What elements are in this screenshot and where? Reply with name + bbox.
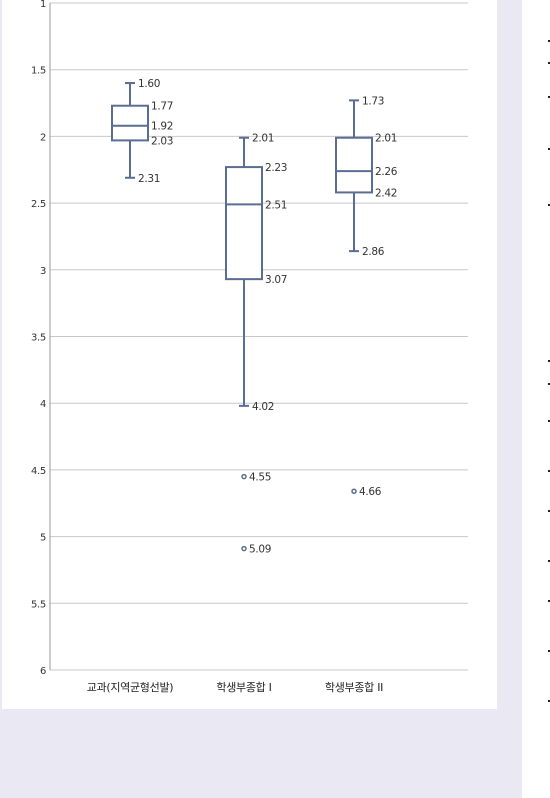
edge-mark — [548, 650, 550, 652]
y-tick-label: 2 — [40, 132, 46, 143]
y-tick-label: 4 — [40, 399, 46, 410]
value-label-max: 2.86 — [362, 246, 385, 258]
box-group — [225, 136, 263, 552]
box-group — [335, 99, 373, 494]
chart-panel: 1 1.5 2 2.5 3 3.5 4 4.5 5 5.5 6 교과(지역균형선발) 학생부종합 I 학생… — [2, 0, 497, 709]
grid-layer — [50, 2, 468, 671]
value-label-q1: 1.77 — [151, 101, 173, 113]
edge-mark — [548, 420, 550, 422]
value-label-q3: 2.42 — [375, 187, 397, 199]
edge-mark — [548, 40, 550, 42]
edge-mark — [548, 560, 550, 562]
y-tick-label: 3.5 — [31, 333, 46, 344]
x-category-label: 교과(지역균형선발) — [87, 681, 174, 694]
y-tick-label: 2.5 — [31, 199, 46, 210]
edge-mark — [548, 700, 550, 702]
edge-mark — [548, 148, 550, 150]
x-category-label: 학생부종합 I — [216, 681, 271, 694]
right-edge-strip — [522, 0, 550, 798]
edge-mark — [548, 383, 550, 385]
box-layer — [111, 82, 373, 552]
value-label-max: 2.31 — [138, 173, 160, 185]
outlier-point — [351, 488, 357, 494]
value-label-min: 1.73 — [362, 95, 384, 107]
y-tick-label: 6 — [40, 666, 46, 677]
value-label-median: 1.92 — [151, 121, 173, 133]
outlier-label: 4.55 — [249, 472, 271, 484]
y-tick-label: 1 — [40, 0, 46, 10]
y-tick-label: 4.5 — [31, 466, 46, 477]
outlier-point — [241, 545, 247, 552]
y-tick-label: 1.5 — [31, 66, 46, 77]
value-label-q3: 2.03 — [151, 135, 173, 147]
edge-mark — [548, 470, 550, 472]
y-tick-label: 3 — [40, 266, 46, 277]
box-iqr — [111, 104, 149, 142]
value-label-q3: 3.07 — [265, 274, 287, 286]
value-label-max: 4.02 — [252, 401, 274, 413]
edge-mark — [548, 96, 550, 98]
edge-mark — [548, 600, 550, 602]
edge-mark — [548, 510, 550, 512]
outlier-label: 4.66 — [359, 486, 382, 498]
outlier-label: 5.09 — [249, 544, 271, 556]
edge-mark — [548, 360, 550, 362]
y-tick-label: 5 — [40, 533, 46, 544]
value-label-min: 1.60 — [138, 78, 160, 90]
value-label-q1: 2.23 — [265, 162, 287, 174]
box-group — [111, 82, 149, 179]
outlier-point — [241, 473, 247, 480]
value-label-q1: 2.01 — [375, 133, 397, 145]
y-tick-label: 5.5 — [31, 599, 46, 610]
value-label-min: 2.01 — [252, 133, 274, 145]
edge-mark — [548, 204, 550, 206]
box-iqr — [225, 166, 263, 281]
edge-mark — [548, 62, 550, 64]
x-category-label: 학생부종합 II — [325, 681, 383, 694]
value-label-median: 2.51 — [265, 199, 287, 211]
box-iqr — [335, 136, 373, 194]
value-label-median: 2.26 — [375, 166, 398, 178]
label-layer: 1.60 2.31 1.77 1.92 2.03 2.01 4.02 2.23 2.51 3.07… — [138, 78, 398, 556]
